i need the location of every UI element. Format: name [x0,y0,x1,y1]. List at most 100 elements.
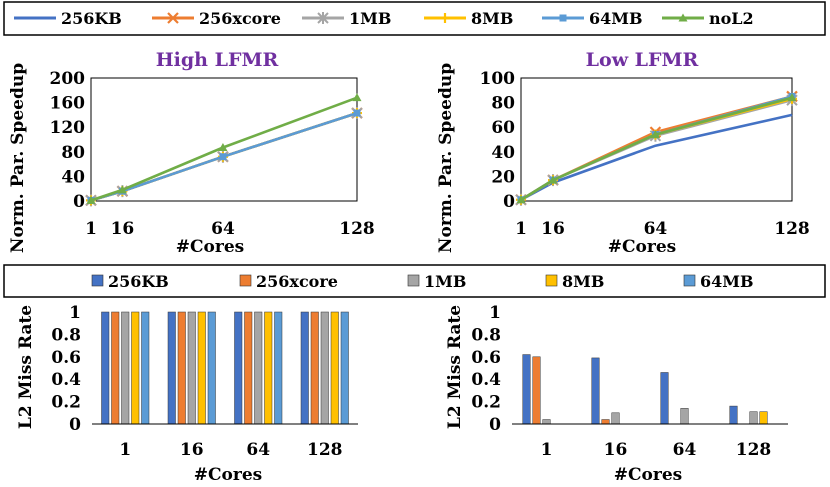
y-tick-label: 0.4 [51,370,81,390]
x-tick-label: 1 [85,219,97,239]
bar-64MB [340,311,349,425]
bar-64MB [141,311,150,425]
bottom-legend-frame [3,264,826,298]
legend-label-1MB: 1MB [349,9,391,28]
legend-label-256KB: 256KB [108,272,169,291]
legend-label-256xcore: 256xcore [199,9,281,28]
bar-256xcore [111,311,120,425]
x-tick-label: 1 [541,440,553,460]
bar-8MB [131,311,140,425]
legend-label-1MB: 1MB [424,272,466,291]
series-line-noL2 [520,96,793,201]
x-tick-label: 16 [541,219,565,239]
x-tick-label: 64 [246,440,270,460]
bar-256xcore [601,419,610,425]
y-tick-label: 1 [69,303,81,323]
y-tick-label: 0.6 [51,348,81,368]
y-axis-label: Norm. Par. Speedup [8,63,28,253]
y-tick-label: 0.2 [471,393,501,413]
chart-low-lfmr: Low LFMR Norm. Par. Speedup #Cores 0 20 40… [436,49,810,257]
bottom-legend: 256KB 256xcore 1MB 8MB 64MB [3,264,826,298]
y-tick-label: 0 [503,192,515,212]
chart-miss-rate-left: L2 Miss Rate #Cores 00.20.40.60.811 16 64 1… [16,303,358,485]
y-tick-label: 0 [73,192,85,212]
x-tick-label: 128 [774,219,810,239]
chart-title: High LFMR [156,49,279,71]
chart-miss-rate-right: L2 Miss Rate #Cores 00.20.40.60.811 16 64 1… [445,303,788,485]
point-noL2 [117,185,127,194]
bar-1MB [749,411,758,425]
series-line-256KB [520,113,793,201]
y-tick-label: 0.6 [471,348,501,368]
bar-1MB [187,311,196,425]
x-tick-label: 16 [111,219,135,239]
point-noL2 [548,175,558,184]
x-tick-label: 16 [180,440,204,460]
x-tick-label: 128 [307,440,343,460]
legend-marker-64MB [559,14,567,22]
legend-label-8MB: 8MB [471,9,513,28]
x-tick-label: 1 [515,219,527,239]
y-tick-label: 160 [50,94,86,114]
series-line-8MB [520,97,793,201]
point-noL2 [787,93,797,102]
y-tick-label: 0.8 [51,325,81,345]
legend-label-noL2: noL2 [709,9,754,28]
bar-256xcore [532,356,541,425]
legend-marker-8MB [440,13,450,23]
bar-8MB [197,311,206,425]
bar-1MB [611,412,620,425]
legend-marker-noL2 [678,13,688,22]
y-axis-label: Norm. Par. Speedup [436,63,456,253]
x-axis-label: #Cores [176,237,244,257]
x-axis-label: #Cores [608,237,676,257]
y-tick-label: 200 [50,69,86,89]
bar-8MB [330,311,339,425]
y-tick-label: 100 [480,69,516,89]
x-tick-label: 128 [736,440,772,460]
x-axis-label: #Cores [614,465,682,485]
bar-256KB [660,372,669,425]
legend-marker-1MB [317,12,329,24]
y-tick-label: 0.4 [471,370,501,390]
y-tick-label: 0 [69,415,81,435]
bar-256KB [729,405,738,425]
bar-256KB [591,357,600,425]
point-noL2 [352,93,362,102]
bar-256KB [101,311,110,425]
point-noL2 [218,142,228,151]
point-64MB [353,109,361,117]
series-line-1MB [520,98,793,201]
legend-swatch-64MB [683,274,696,287]
bar-64MB [207,311,216,425]
x-tick-label: 64 [673,440,697,460]
bar-1MB [254,311,263,425]
y-tick-label: 80 [61,143,85,163]
legend-swatch-256KB [91,274,104,287]
y-tick-label: 40 [491,143,515,163]
x-tick-label: 1 [119,440,131,460]
point-noL2 [86,195,96,204]
bar-256xcore [244,311,253,425]
x-tick-label: 16 [604,440,628,460]
chart-title: Low LFMR [586,49,699,71]
legend-swatch-8MB [545,274,558,287]
bar-256KB [522,354,531,425]
point-noL2 [516,195,526,204]
legend-label-256KB: 256KB [61,9,122,28]
bar-8MB [264,311,273,425]
bar-8MB [759,411,768,425]
bar-64MB [274,311,283,425]
legend-swatch-1MB [407,274,420,287]
x-tick-label: 64 [644,219,668,239]
legend-label-64MB: 64MB [589,9,643,28]
y-tick-label: 0.2 [51,393,81,413]
y-axis-label: L2 Miss Rate [445,305,465,429]
legend-label-256xcore: 256xcore [256,272,338,291]
y-tick-label: 0 [489,415,501,435]
plot-frame [520,77,793,202]
x-tick-label: 64 [211,219,235,239]
top-legend-frame [3,1,826,36]
point-64MB [219,153,227,161]
